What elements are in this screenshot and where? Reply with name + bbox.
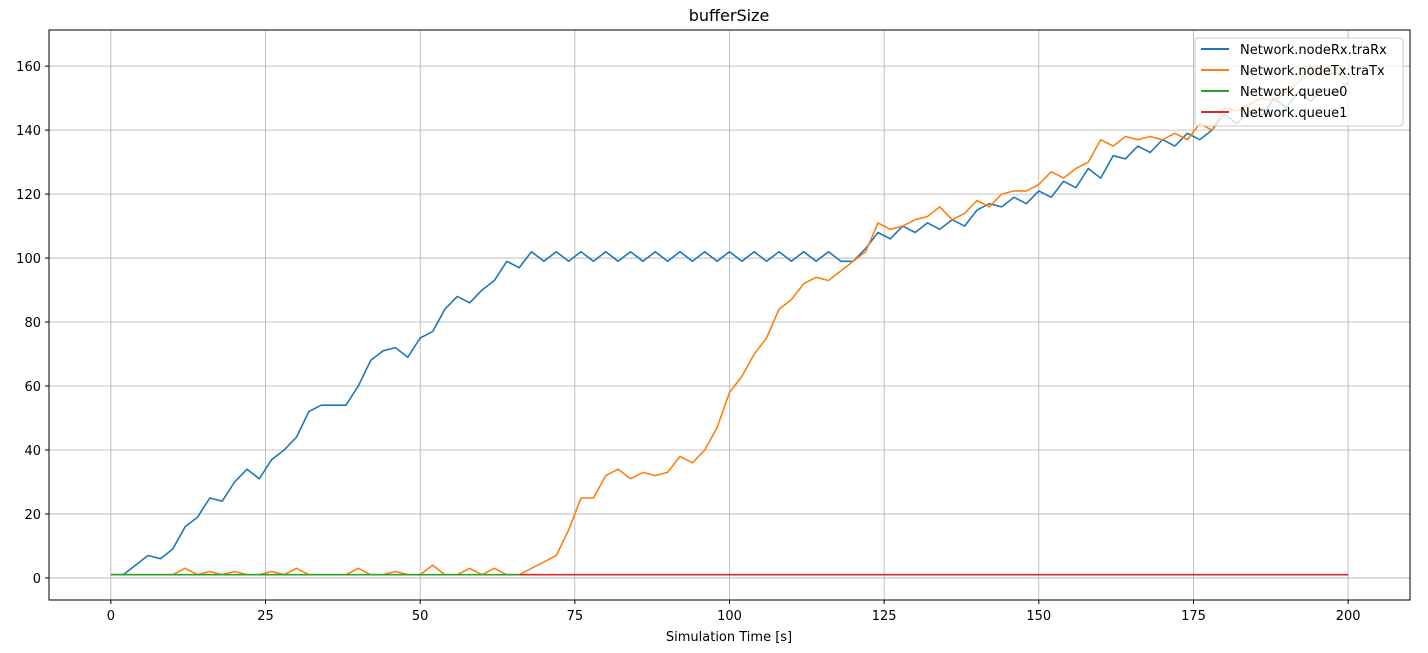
x-tick-label: 200 [1336, 609, 1361, 624]
y-tick-label: 100 [16, 252, 41, 267]
y-tick-label: 80 [24, 316, 41, 331]
legend-label: Network.nodeRx.traRx [1240, 43, 1387, 58]
legend-box [1194, 37, 1404, 127]
x-tick-label: 75 [567, 609, 584, 624]
x-tick-label: 125 [872, 609, 897, 624]
x-axis-label: Simulation Time [s] [666, 630, 792, 645]
x-tick-label: 150 [1026, 609, 1051, 624]
y-tick-label: 120 [16, 188, 41, 203]
data-line [110, 81, 1349, 576]
y-tick-label: 140 [16, 124, 41, 139]
x-tick-label: 50 [412, 609, 429, 624]
x-tick-label: 100 [717, 609, 742, 624]
y-tick-label: 60 [24, 380, 41, 395]
y-tick-label: 0 [33, 572, 41, 587]
y-tick-label: 40 [24, 444, 41, 459]
x-tick-label: 25 [257, 609, 274, 624]
legend-label: Network.nodeTx.traTx [1240, 64, 1385, 79]
x-tick-label: 175 [1181, 609, 1206, 624]
plot-frame [48, 29, 1411, 601]
chart-title: bufferSize [689, 6, 770, 25]
y-tick-label: 20 [24, 508, 41, 523]
y-tick-label: 160 [16, 60, 41, 75]
legend-label: Network.queue1 [1240, 106, 1347, 121]
legend: Network.nodeRx.traRx Network.nodeTx.traTx… [1194, 37, 1404, 127]
x-tick-label: 0 [107, 609, 115, 624]
legend-label: Network.queue0 [1240, 85, 1347, 100]
